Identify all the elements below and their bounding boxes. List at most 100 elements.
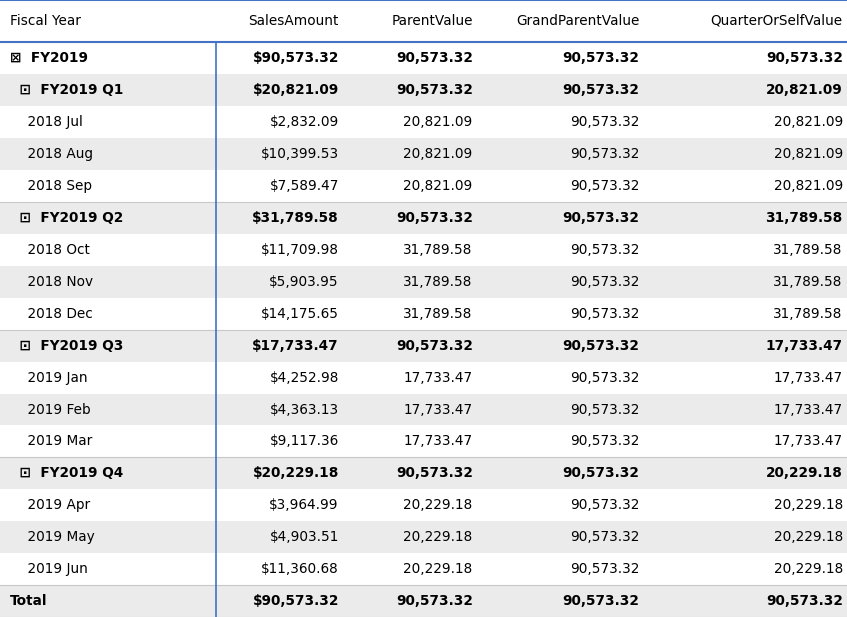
Bar [0, 362, 847, 394]
Text: $9,117.36: $9,117.36 [269, 434, 339, 449]
Text: $11,360.68: $11,360.68 [261, 562, 339, 576]
Bar [0, 74, 847, 106]
Text: $90,573.32: $90,573.32 [252, 594, 339, 608]
Text: 31,789.58: 31,789.58 [773, 275, 843, 289]
Text: 90,573.32: 90,573.32 [570, 531, 639, 544]
Text: 90,573.32: 90,573.32 [570, 371, 639, 384]
Bar [0, 138, 847, 170]
Text: 90,573.32: 90,573.32 [396, 211, 473, 225]
Text: 17,733.47: 17,733.47 [773, 434, 843, 449]
Text: 2018 Nov: 2018 Nov [10, 275, 93, 289]
Text: SalesAmount: SalesAmount [248, 14, 339, 28]
Text: 20,229.18: 20,229.18 [403, 531, 473, 544]
Text: 20,229.18: 20,229.18 [403, 562, 473, 576]
Text: ⊠  FY2019: ⊠ FY2019 [10, 51, 88, 65]
Bar [0, 106, 847, 138]
Text: $4,363.13: $4,363.13 [269, 402, 339, 416]
Bar [0, 426, 847, 457]
Text: QuarterOrSelfValue: QuarterOrSelfValue [711, 14, 843, 28]
Text: $4,903.51: $4,903.51 [269, 531, 339, 544]
Text: 17,733.47: 17,733.47 [403, 434, 473, 449]
Text: $10,399.53: $10,399.53 [261, 147, 339, 161]
Text: 2018 Sep: 2018 Sep [10, 179, 92, 193]
Bar [0, 586, 847, 617]
Text: 17,733.47: 17,733.47 [766, 339, 843, 352]
Text: $31,789.58: $31,789.58 [252, 211, 339, 225]
Text: 2019 Jan: 2019 Jan [10, 371, 88, 384]
Text: $14,175.65: $14,175.65 [261, 307, 339, 321]
Text: $2,832.09: $2,832.09 [269, 115, 339, 129]
Text: 20,229.18: 20,229.18 [773, 499, 843, 512]
Bar [0, 297, 847, 329]
Text: ⊡  FY2019 Q3: ⊡ FY2019 Q3 [10, 339, 124, 352]
Text: 90,573.32: 90,573.32 [766, 594, 843, 608]
Text: 20,821.09: 20,821.09 [766, 83, 843, 97]
Text: Total: Total [10, 594, 47, 608]
Text: $90,573.32: $90,573.32 [252, 51, 339, 65]
Text: 17,733.47: 17,733.47 [773, 402, 843, 416]
Text: ⊡  FY2019 Q2: ⊡ FY2019 Q2 [10, 211, 124, 225]
Text: 90,573.32: 90,573.32 [562, 83, 639, 97]
Bar [0, 234, 847, 266]
Text: 31,789.58: 31,789.58 [766, 211, 843, 225]
Text: 2018 Oct: 2018 Oct [10, 242, 90, 257]
Bar [0, 457, 847, 489]
Text: 20,821.09: 20,821.09 [403, 115, 473, 129]
Text: ParentValue: ParentValue [391, 14, 473, 28]
Bar [0, 42, 847, 74]
Text: 90,573.32: 90,573.32 [570, 115, 639, 129]
Text: 17,733.47: 17,733.47 [403, 402, 473, 416]
Text: 20,229.18: 20,229.18 [773, 562, 843, 576]
Text: 90,573.32: 90,573.32 [396, 594, 473, 608]
Text: 90,573.32: 90,573.32 [562, 339, 639, 352]
Text: 90,573.32: 90,573.32 [396, 466, 473, 481]
Bar [0, 266, 847, 297]
Text: 90,573.32: 90,573.32 [570, 402, 639, 416]
Bar [0, 521, 847, 553]
Text: 2018 Dec: 2018 Dec [10, 307, 93, 321]
Bar [0, 202, 847, 234]
Text: 90,573.32: 90,573.32 [570, 562, 639, 576]
Text: 2019 Feb: 2019 Feb [10, 402, 91, 416]
Bar [0, 489, 847, 521]
Text: $5,903.95: $5,903.95 [269, 275, 339, 289]
Bar [0, 329, 847, 362]
Text: 20,821.09: 20,821.09 [773, 147, 843, 161]
Text: 20,229.18: 20,229.18 [403, 499, 473, 512]
Text: 20,821.09: 20,821.09 [403, 147, 473, 161]
Text: $3,964.99: $3,964.99 [269, 499, 339, 512]
Text: 2018 Aug: 2018 Aug [10, 147, 93, 161]
Bar [0, 170, 847, 202]
Text: 90,573.32: 90,573.32 [570, 147, 639, 161]
Text: $17,733.47: $17,733.47 [252, 339, 339, 352]
Text: 2018 Jul: 2018 Jul [10, 115, 83, 129]
Text: 90,573.32: 90,573.32 [570, 434, 639, 449]
Text: 90,573.32: 90,573.32 [570, 242, 639, 257]
Text: 90,573.32: 90,573.32 [396, 339, 473, 352]
Text: ⊡  FY2019 Q4: ⊡ FY2019 Q4 [10, 466, 124, 481]
Text: 2019 Jun: 2019 Jun [10, 562, 88, 576]
Text: GrandParentValue: GrandParentValue [516, 14, 639, 28]
Bar [0, 394, 847, 426]
Text: $4,252.98: $4,252.98 [269, 371, 339, 384]
Bar [0, 553, 847, 586]
Text: 90,573.32: 90,573.32 [562, 594, 639, 608]
Text: $20,821.09: $20,821.09 [252, 83, 339, 97]
Text: $11,709.98: $11,709.98 [261, 242, 339, 257]
Text: 17,733.47: 17,733.47 [403, 371, 473, 384]
Text: 31,789.58: 31,789.58 [403, 307, 473, 321]
Text: 31,789.58: 31,789.58 [773, 307, 843, 321]
Text: $7,589.47: $7,589.47 [269, 179, 339, 193]
Text: 90,573.32: 90,573.32 [562, 51, 639, 65]
Text: $20,229.18: $20,229.18 [252, 466, 339, 481]
Text: 2019 May: 2019 May [10, 531, 95, 544]
Text: 20,821.09: 20,821.09 [403, 179, 473, 193]
Text: 90,573.32: 90,573.32 [570, 275, 639, 289]
Text: 31,789.58: 31,789.58 [403, 242, 473, 257]
Text: 2019 Mar: 2019 Mar [10, 434, 92, 449]
Text: 90,573.32: 90,573.32 [766, 51, 843, 65]
Text: 2019 Apr: 2019 Apr [10, 499, 91, 512]
Text: 17,733.47: 17,733.47 [773, 371, 843, 384]
Text: 90,573.32: 90,573.32 [396, 51, 473, 65]
Text: 90,573.32: 90,573.32 [570, 307, 639, 321]
